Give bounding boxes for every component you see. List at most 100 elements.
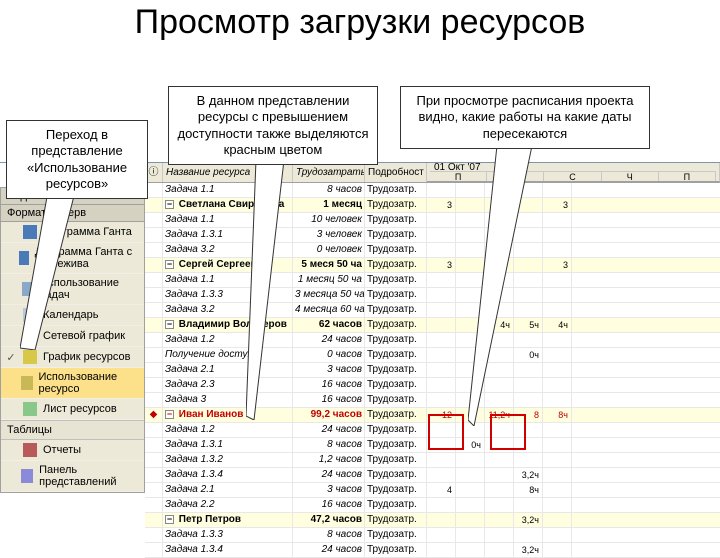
indicator-cell [145, 348, 163, 363]
work-cell: 3 часов [293, 363, 365, 378]
detail-cell: Трудозатр. [365, 348, 427, 363]
work-cell: 5 меся 50 ча [293, 258, 365, 273]
col-work[interactable]: Трудозатраты [293, 163, 365, 182]
table-row[interactable]: Задача 2.13 часовТрудозатр. [145, 363, 720, 378]
table-row[interactable]: Получение доступа0 часовТрудозатр.0ч [145, 348, 720, 363]
detail-cell: Трудозатр. [365, 198, 427, 213]
day-cell [456, 498, 485, 513]
day-cell [427, 393, 456, 408]
table-row[interactable]: − Петр Петров47,2 часовТрудозатр.3,2ч [145, 513, 720, 528]
detail-cell: Трудозатр. [365, 303, 427, 318]
table-row[interactable]: Задача 3.20 человекТрудозатр. [145, 243, 720, 258]
table-row[interactable]: Задача 1.3.13 человекТрудозатр. [145, 228, 720, 243]
day-cell [427, 498, 456, 513]
viewbar-label: Лист ресурсов [43, 403, 117, 415]
callout-pointer-mid [246, 160, 286, 420]
detail-cell: Трудозатр. [365, 183, 427, 198]
day-cell [543, 453, 572, 468]
day-cell [427, 273, 456, 288]
detail-cell: Трудозатр. [365, 483, 427, 498]
viewbar-item[interactable]: ✓График ресурсов [1, 347, 144, 368]
view-icon [21, 376, 33, 390]
name-cell: Задача 2.1 [163, 483, 293, 498]
viewbar-item[interactable]: Использование ресурсо [1, 368, 144, 399]
indicator-cell [145, 333, 163, 348]
viewbar-item[interactable]: Отчеты [1, 440, 144, 461]
day-cell [427, 213, 456, 228]
table-row[interactable]: Задача 1.3.424 часовТрудозатр.3,2ч [145, 468, 720, 483]
indicator-cell [145, 453, 163, 468]
day-cell [543, 423, 572, 438]
indicator-cell [145, 288, 163, 303]
table-row[interactable]: Задача 1.3.33 месяца 50 чаТрудозатр. [145, 288, 720, 303]
day-cell: 3 [427, 258, 456, 273]
day-cell [427, 243, 456, 258]
name-cell: Задача 1.3.3 [163, 528, 293, 543]
detail-cell: Трудозатр. [365, 438, 427, 453]
table-row[interactable]: Задача 1.3.38 часовТрудозатр. [145, 528, 720, 543]
table-row[interactable]: Задача 2.216 часовТрудозатр. [145, 498, 720, 513]
viewbar-section-tables: Таблицы [1, 420, 144, 440]
day-cell [514, 453, 543, 468]
day-cell [485, 468, 514, 483]
table-row[interactable]: Задача 1.11 месяц 50 чаТрудозатр. [145, 273, 720, 288]
day-cell [456, 528, 485, 543]
day-cell [427, 468, 456, 483]
detail-cell: Трудозатр. [365, 513, 427, 528]
table-row[interactable]: Задача 1.110 человекТрудозатр. [145, 213, 720, 228]
indicator-cell [145, 303, 163, 318]
viewbar-item[interactable]: Панель представлений [1, 461, 144, 492]
indicator-cell [145, 363, 163, 378]
viewbar-item[interactable]: Лист ресурсов [1, 399, 144, 420]
day-cell: 4ч [543, 318, 572, 333]
indicator-cell [145, 543, 163, 558]
table-row[interactable]: − Светлана Свиридова1 месяцТрудозатр.33 [145, 198, 720, 213]
day-cell [543, 303, 572, 318]
table-row[interactable]: Задача 3.24 месяца 60 чаТрудозатр. [145, 303, 720, 318]
col-details[interactable]: Подробност [365, 163, 427, 182]
day-cell [427, 528, 456, 543]
day-cell [427, 228, 456, 243]
day-cell [543, 528, 572, 543]
table-row[interactable]: − Владимир Волозеров62 часовТрудозатр.4ч… [145, 318, 720, 333]
table-row[interactable]: Задача 1.3.424 часовТрудозатр.3,2ч [145, 543, 720, 558]
callout-right: При просмотре расписания проекта видно, … [400, 86, 650, 149]
work-cell: 3 месяца 50 ча [293, 288, 365, 303]
table-row[interactable]: Задача 1.3.21,2 часовТрудозатр. [145, 453, 720, 468]
day-cell [456, 453, 485, 468]
table-row[interactable]: Задача 2.316 часовТрудозатр. [145, 378, 720, 393]
day-cell [485, 453, 514, 468]
table-row[interactable]: Задача 1.18 часовТрудозатр. [145, 183, 720, 198]
name-cell: Задача 1.2 [163, 423, 293, 438]
detail-cell: Трудозатр. [365, 318, 427, 333]
table-row[interactable]: Задача 1.224 часовТрудозатр. [145, 333, 720, 348]
table-row[interactable]: Задача 2.13 часовТрудозатр.48ч [145, 483, 720, 498]
detail-cell: Трудозатр. [365, 408, 427, 423]
detail-cell: Трудозатр. [365, 288, 427, 303]
name-cell: Задача 1.3.4 [163, 543, 293, 558]
day-cell: 3 [543, 258, 572, 273]
work-cell: 47,2 часов [293, 513, 365, 528]
indicator-cell [145, 198, 163, 213]
callout-left: Переход в представление «Использование р… [6, 120, 148, 199]
table-row[interactable]: − Сергей Сергеев5 меся 50 чаТрудозатр.33 [145, 258, 720, 273]
work-cell: 99,2 часов [293, 408, 365, 423]
indicator-cell [145, 273, 163, 288]
detail-cell: Трудозатр. [365, 393, 427, 408]
day-cell: 3,2ч [514, 468, 543, 483]
indicator-cell [145, 438, 163, 453]
indicator-cell [145, 468, 163, 483]
day-cell [427, 318, 456, 333]
indicator-cell [145, 228, 163, 243]
table-row[interactable]: Задача 316 часовТрудозатр. [145, 393, 720, 408]
work-cell: 1 месяц [293, 198, 365, 213]
day-cell [543, 468, 572, 483]
work-cell: 3 часов [293, 483, 365, 498]
day-cell [514, 498, 543, 513]
indicator-cell [145, 498, 163, 513]
work-cell: 24 часов [293, 468, 365, 483]
resource-grid: ⓘ Название ресурса Трудозатраты Подробно… [145, 163, 720, 540]
grid-header: ⓘ Название ресурса Трудозатраты Подробно… [145, 163, 720, 183]
callout-pointer-right [468, 136, 538, 426]
day-cell [543, 213, 572, 228]
